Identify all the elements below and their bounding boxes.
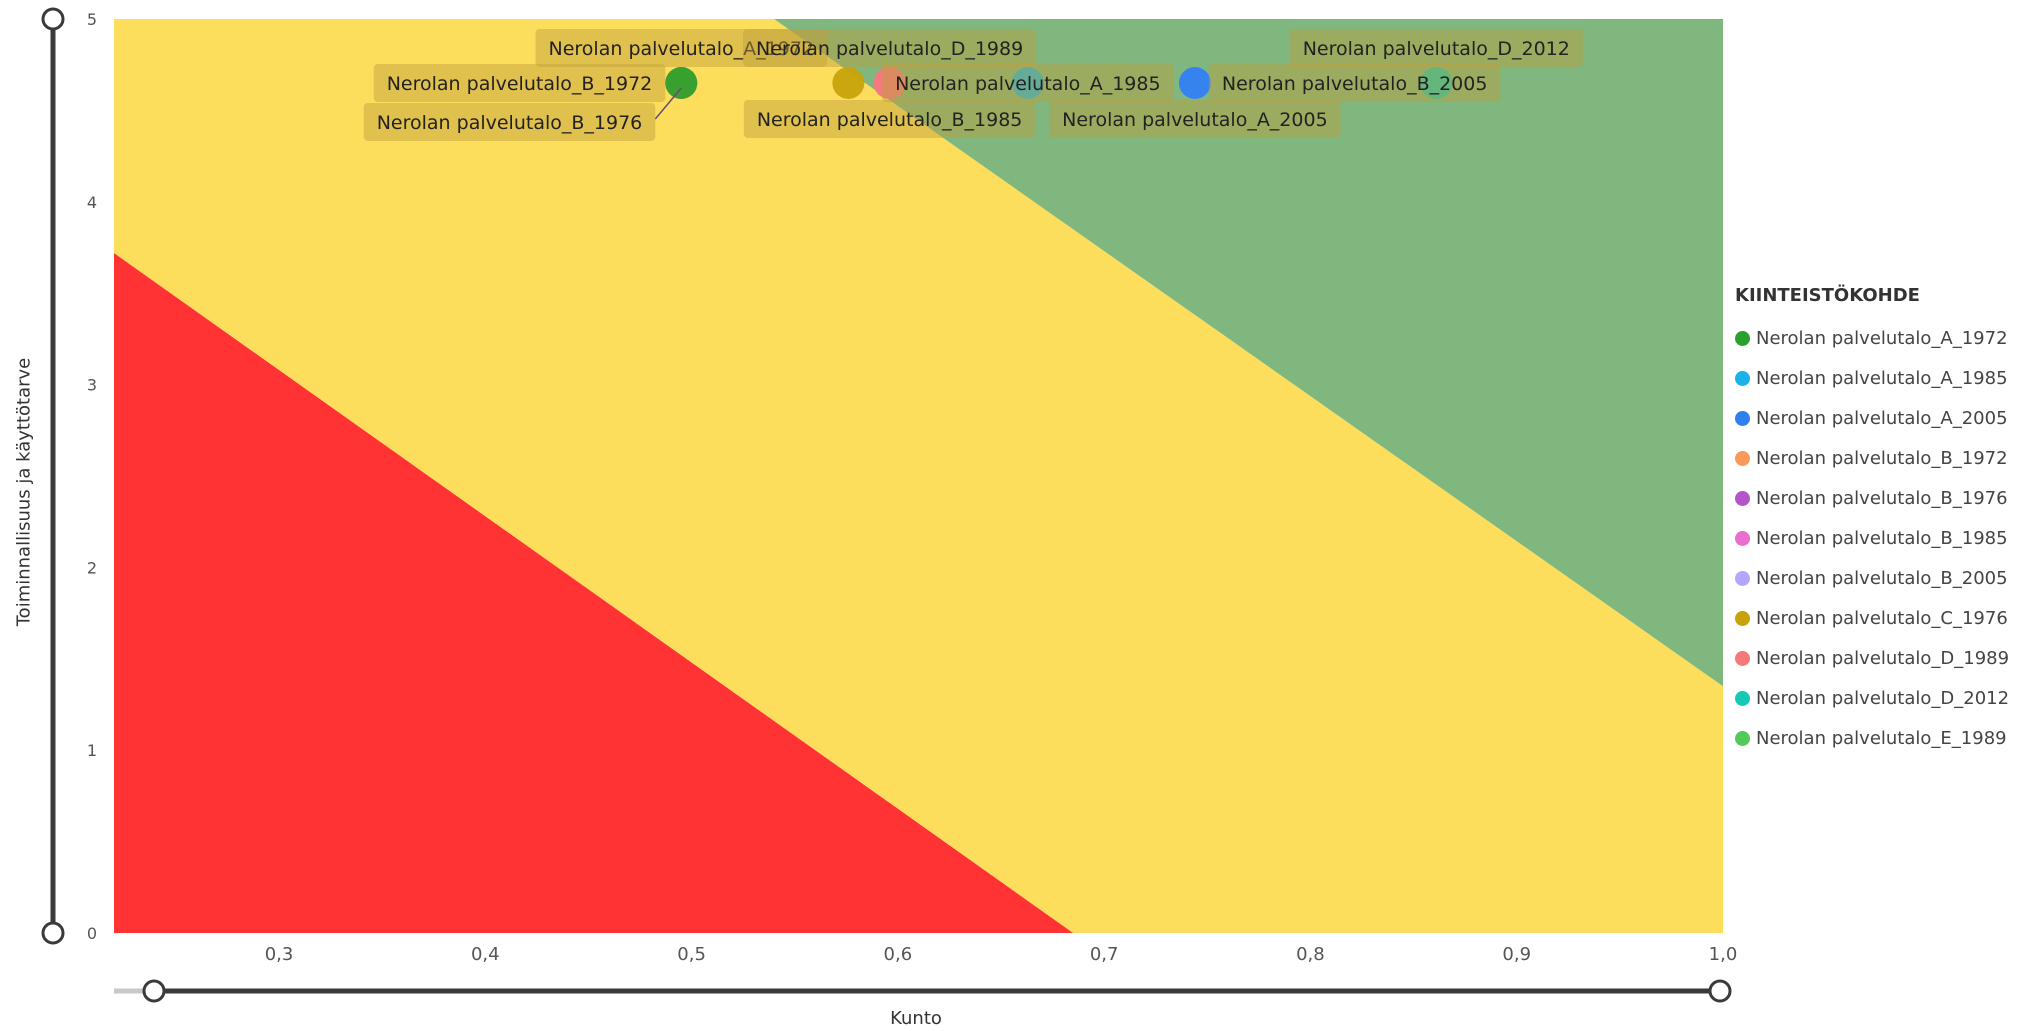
y-tick-label: 3 bbox=[87, 376, 97, 395]
legend-item[interactable]: Nerolan palvelutalo_B_1976 bbox=[1735, 478, 2020, 518]
legend-marker bbox=[1735, 450, 1750, 466]
label-leader-line bbox=[654, 87, 682, 120]
y-tick-label: 2 bbox=[87, 558, 97, 577]
legend-label: Nerolan palvelutalo_B_1972 bbox=[1756, 447, 2008, 469]
data-point[interactable] bbox=[1178, 66, 1211, 99]
y-slider-handle-bottom[interactable] bbox=[41, 921, 65, 945]
data-point[interactable] bbox=[873, 66, 906, 99]
data-label-bg bbox=[1049, 99, 1341, 138]
data-point[interactable] bbox=[665, 66, 698, 99]
y-tick-label: 1 bbox=[87, 741, 97, 760]
data-label-bg bbox=[373, 63, 666, 102]
legend-label: Nerolan palvelutalo_A_1972 bbox=[1756, 327, 2008, 349]
legend-item[interactable]: Nerolan palvelutalo_B_2005 bbox=[1735, 558, 2020, 598]
x-slider-handle-left[interactable] bbox=[142, 979, 166, 1003]
data-label: Nerolan palvelutalo_A_1972 bbox=[549, 38, 815, 60]
legend-marker bbox=[1735, 530, 1750, 546]
legend-marker bbox=[1735, 690, 1750, 706]
legend-marker bbox=[1735, 610, 1750, 626]
data-label-bg bbox=[363, 102, 656, 141]
legend-marker bbox=[1735, 410, 1750, 426]
legend-marker bbox=[1735, 730, 1750, 746]
data-label-bg bbox=[743, 99, 1036, 138]
data-label-bg bbox=[1289, 28, 1583, 67]
legend-marker bbox=[1735, 490, 1750, 506]
legend-label: Nerolan palvelutalo_E_1989 bbox=[1756, 727, 2007, 749]
y-tick-label: 4 bbox=[87, 193, 97, 212]
x-tick-label: 0,8 bbox=[1296, 944, 1325, 965]
legend-title: KIINTEISTÖKOHDE bbox=[1735, 285, 1920, 306]
legend-item[interactable]: Nerolan palvelutalo_C_1976 bbox=[1735, 598, 2020, 638]
legend-item[interactable]: Nerolan palvelutalo_B_1985 bbox=[1735, 518, 2020, 558]
legend-label: Nerolan palvelutalo_D_2012 bbox=[1756, 687, 2010, 709]
zone-green bbox=[774, 19, 1723, 687]
y-slider-handle-top[interactable] bbox=[41, 7, 65, 31]
y-tick-label: 0 bbox=[87, 924, 97, 943]
legend-label: Nerolan palvelutalo_A_1985 bbox=[1756, 367, 2008, 389]
data-label-bg bbox=[882, 63, 1174, 102]
x-tick-label: 0,7 bbox=[1090, 944, 1119, 965]
data-label: Nerolan palvelutalo_A_1985 bbox=[895, 73, 1161, 95]
legend-item[interactable]: Nerolan palvelutalo_A_1985 bbox=[1735, 358, 2020, 398]
data-point[interactable] bbox=[832, 66, 865, 99]
data-label: Nerolan palvelutalo_D_1989 bbox=[756, 38, 1023, 60]
x-tick-label: 1,0 bbox=[1709, 944, 1738, 965]
data-label: Nerolan palvelutalo_B_2005 bbox=[1222, 73, 1488, 95]
legend-item[interactable]: Nerolan palvelutalo_B_1972 bbox=[1735, 438, 2020, 478]
x-slider-handle-right[interactable] bbox=[1708, 979, 1732, 1003]
data-label: Nerolan palvelutalo_A_2005 bbox=[1062, 109, 1328, 131]
data-label-bg bbox=[743, 28, 1037, 67]
legend: KIINTEISTÖKOHDE Nerolan palvelutalo_A_19… bbox=[1735, 285, 2020, 758]
legend-item[interactable]: Nerolan palvelutalo_A_2005 bbox=[1735, 398, 2020, 438]
x-tick-label: 0,6 bbox=[884, 944, 913, 965]
legend-label: Nerolan palvelutalo_D_1989 bbox=[1756, 647, 2010, 669]
data-label: Nerolan palvelutalo_B_1985 bbox=[757, 109, 1023, 131]
y-axis-title: Toiminnallisuus ja käyttötarve bbox=[13, 357, 35, 627]
legend-item[interactable]: Nerolan palvelutalo_A_1972 bbox=[1735, 318, 2020, 358]
legend-item[interactable]: Nerolan palvelutalo_D_2012 bbox=[1735, 678, 2020, 718]
legend-item[interactable]: Nerolan palvelutalo_D_1989 bbox=[1735, 638, 2020, 678]
x-tick-label: 0,4 bbox=[471, 944, 500, 965]
x-tick-label: 0,3 bbox=[265, 944, 294, 965]
data-point[interactable] bbox=[1420, 66, 1453, 99]
legend-label: Nerolan palvelutalo_A_2005 bbox=[1756, 407, 2008, 429]
y-tick-label: 5 bbox=[87, 10, 97, 29]
data-label-bg bbox=[1208, 63, 1501, 102]
legend-marker bbox=[1735, 650, 1750, 666]
legend-label: Nerolan palvelutalo_B_1985 bbox=[1756, 527, 2008, 549]
data-label: Nerolan palvelutalo_B_1976 bbox=[377, 112, 643, 134]
data-label: Nerolan palvelutalo_B_1972 bbox=[387, 73, 653, 95]
legend-marker bbox=[1735, 330, 1750, 346]
data-point[interactable] bbox=[1011, 66, 1044, 99]
x-axis-title: Kunto bbox=[890, 1008, 942, 1029]
legend-label: Nerolan palvelutalo_C_1976 bbox=[1756, 607, 2008, 629]
x-tick-label: 0,9 bbox=[1502, 944, 1531, 965]
zone-yellow bbox=[114, 19, 1723, 933]
x-tick-label: 0,5 bbox=[677, 944, 706, 965]
legend-label: Nerolan palvelutalo_B_2005 bbox=[1756, 567, 2008, 589]
legend-marker bbox=[1735, 570, 1750, 586]
data-label-bg bbox=[535, 28, 828, 67]
legend-item[interactable]: Nerolan palvelutalo_E_1989 bbox=[1735, 718, 2020, 758]
data-label: Nerolan palvelutalo_D_2012 bbox=[1303, 38, 1570, 60]
legend-label: Nerolan palvelutalo_B_1976 bbox=[1756, 487, 2008, 509]
legend-items: Nerolan palvelutalo_A_1972 Nerolan palvel… bbox=[1735, 318, 2020, 758]
legend-marker bbox=[1735, 370, 1750, 386]
